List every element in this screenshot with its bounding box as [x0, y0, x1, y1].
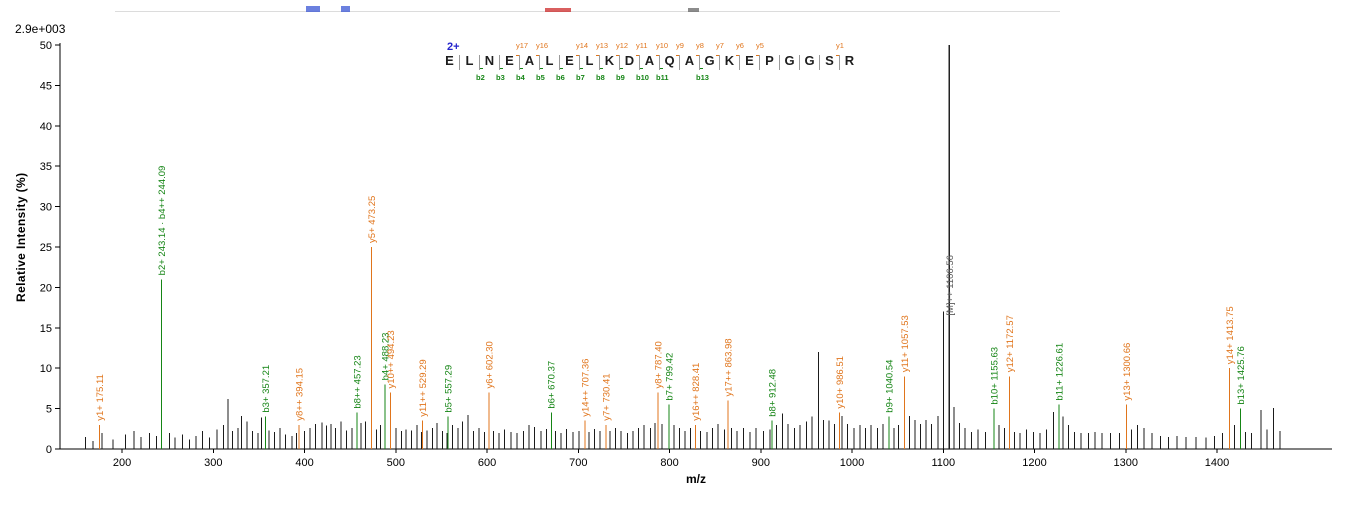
peak-label: y13+ 1300.66: [1122, 343, 1133, 401]
peak-label: y5+ 473.25: [367, 196, 378, 243]
y-tick-label: 40: [40, 121, 52, 133]
peak-label: b5+ 557.29: [444, 365, 455, 413]
peak-label: b11+ 1226.61: [1054, 343, 1065, 401]
peak-label: y11+ 1057.53: [900, 315, 911, 372]
peak-label: b2+ 243.14 · b4++ 244.09: [157, 166, 168, 276]
y-tick-label: 35: [40, 161, 52, 173]
x-tick-label: 1400: [1205, 457, 1229, 469]
y-tick-label: 45: [40, 80, 52, 92]
x-tick-label: 800: [660, 457, 678, 469]
y-tick-label: 50: [40, 40, 52, 52]
y-tick-label: 5: [46, 404, 52, 416]
peak-label: y16++ 828.41: [691, 363, 702, 421]
y-tick-label: 15: [40, 323, 52, 335]
peak-label: y8++ 394.15: [295, 368, 306, 421]
peak-label: b8++ 457.23: [352, 355, 363, 408]
peak-label: y14+ 1413.75: [1225, 306, 1236, 364]
x-tick-label: 1300: [1114, 457, 1138, 469]
y-tick-label: 25: [40, 242, 52, 254]
peak-label: y11++ 529.29: [418, 359, 429, 416]
peak-label: y17++ 863.98: [723, 338, 734, 396]
x-tick-label: 200: [113, 457, 131, 469]
peak-label: b9+ 1040.54: [885, 360, 896, 413]
spectrum-plot: 2003004005006007008009001000110012001300…: [0, 0, 1362, 507]
x-tick-label: 1100: [931, 457, 955, 469]
peak-label: y8+ 787.40: [654, 341, 665, 388]
peak-label: y7+ 730.41: [602, 373, 613, 420]
peak-label: [M]++ 1106.56: [945, 255, 956, 316]
x-tick-label: 500: [387, 457, 405, 469]
x-tick-label: 1200: [1022, 457, 1046, 469]
spectrum-viewer: 2.9e+003 2+ y17y16y14y13y12y11y10y9y8y7y…: [0, 0, 1362, 507]
peak-label: b13+ 1425.76: [1236, 346, 1247, 404]
x-tick-label: 700: [569, 457, 587, 469]
peak-label: b7+ 799.42: [665, 353, 676, 401]
peak-label: b8+ 912.48: [768, 369, 779, 417]
y-tick-label: 0: [46, 444, 52, 456]
peak-label: b6+ 670.37: [547, 361, 558, 409]
x-tick-label: 600: [478, 457, 496, 469]
peak-label: y14++ 707.36: [581, 359, 592, 417]
x-tick-label: 400: [295, 457, 313, 469]
peak-label: y6+ 602.30: [485, 341, 496, 388]
x-tick-label: 900: [752, 457, 770, 469]
peak-label: y1+ 175.11: [95, 374, 106, 421]
x-tick-label: 300: [204, 457, 222, 469]
peak-label: y10+ 986.51: [835, 356, 846, 409]
y-tick-label: 30: [40, 202, 52, 214]
y-tick-label: 20: [40, 282, 52, 294]
peak-label: y12+ 1172.57: [1005, 315, 1016, 372]
peak-label: y10++ 494.23: [386, 330, 397, 388]
y-tick-label: 10: [40, 363, 52, 375]
x-tick-label: 1000: [840, 457, 864, 469]
peak-label: b10+ 1155.63: [990, 347, 1001, 405]
peak-label: b3+ 357.21: [261, 365, 272, 413]
